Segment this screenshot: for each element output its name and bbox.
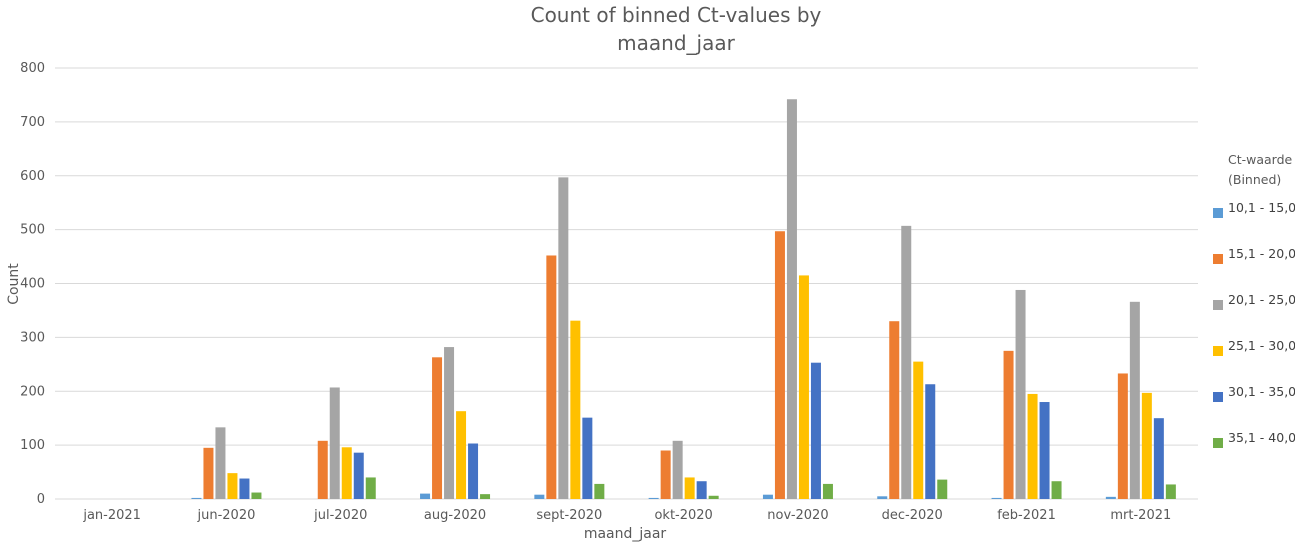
bar [660,450,671,499]
x-axis-label: maand_jaar [584,526,667,542]
bar [877,496,888,499]
bar [1015,289,1026,499]
bar [432,357,443,499]
x-axis-ticks: jan-2021 jun-2020 jul-2020 aug-2020 sept-202… [82,508,1171,523]
bar [215,427,226,499]
bar [329,387,340,499]
x-tick-label: mrt-2021 [1110,508,1171,523]
legend-entry: 15,1 - 20,0 [1228,246,1295,261]
bar [925,384,936,499]
y-tick-label: 700 [20,115,45,130]
bar [696,481,707,499]
bar [786,99,797,499]
legend-swatch [1213,300,1223,310]
bar [480,494,491,499]
bar [353,452,364,499]
bar [798,275,809,499]
bar [810,362,821,499]
legend-entry: 20,1 - 25,0 [1228,292,1295,307]
y-tick-label: 600 [20,169,45,184]
bar [558,177,569,499]
bar [594,483,605,499]
y-tick-label: 300 [20,330,45,345]
legend-title-line-1: Ct-waarde [1228,152,1293,167]
legend-entry: 30,1 - 35,0 [1228,384,1295,399]
bar [203,447,214,499]
x-tick-label: aug-2020 [424,508,486,523]
legend-swatch [1213,254,1223,264]
y-axis-label: Count [6,263,22,305]
bar [1039,402,1050,499]
legend-swatch [1213,208,1223,218]
legend-swatch [1213,392,1223,402]
gridlines [55,67,1198,500]
bar [1027,393,1038,499]
bar [341,447,352,499]
bar [762,494,773,499]
y-tick-label: 800 [20,61,45,76]
chart-title-line-2: maand_jaar [617,31,735,55]
bar [913,361,924,499]
bar [570,320,581,499]
bar [456,411,467,499]
bar [444,347,455,499]
bar [534,494,545,499]
legend-title-line-2: (Binned) [1228,172,1281,187]
bar [672,440,683,499]
bar [1117,373,1128,499]
legend-swatch [1213,346,1223,356]
y-axis-ticks: 0 100 200 300 400 500 600 700 800 [20,61,45,507]
bar [1153,418,1164,499]
legend-entry: 35,1 - 40,0 [1228,430,1295,445]
x-tick-label: jul-2020 [313,508,367,523]
bar [317,440,328,499]
bar [1165,484,1176,499]
legend-entry: 10,1 - 15,0 [1228,200,1295,215]
bar [191,497,202,499]
x-tick-label: feb-2021 [997,508,1056,523]
bar [889,321,900,499]
x-tick-label: dec-2020 [882,508,943,523]
x-tick-label: jun-2020 [197,508,256,523]
x-tick-label: sept-2020 [536,508,602,523]
bar [822,483,833,499]
bar [708,495,719,499]
bar [648,497,659,499]
y-tick-label: 200 [20,384,45,399]
bar [901,225,912,499]
bar [1003,350,1014,499]
bar [937,479,948,499]
legend-swatch [1213,438,1223,448]
legend-entry: 25,1 - 30,0 [1228,338,1295,353]
bar [991,497,1002,499]
bars [191,99,1176,499]
bar [1051,481,1062,499]
bar [546,255,557,499]
bar [251,492,262,499]
bar [774,231,785,499]
chart-title-line-1: Count of binned Ct-values by [531,3,822,27]
bar [1141,392,1152,499]
bar [239,478,250,499]
x-tick-label: okt-2020 [654,508,712,523]
legend: Ct-waarde (Binned) 10,1 - 15,0 15,1 - 20,… [1213,152,1295,448]
x-tick-label: nov-2020 [767,508,828,523]
bar [468,443,479,499]
bar [582,417,593,499]
bar [365,477,376,499]
bar [227,473,238,499]
y-tick-label: 400 [20,277,45,292]
y-tick-label: 100 [20,438,45,453]
bar [684,477,695,499]
bar [420,493,431,499]
bar [1105,496,1116,499]
bar [1129,301,1140,499]
x-tick-label: jan-2021 [82,508,141,523]
y-tick-label: 500 [20,223,45,238]
y-tick-label: 0 [37,492,45,507]
